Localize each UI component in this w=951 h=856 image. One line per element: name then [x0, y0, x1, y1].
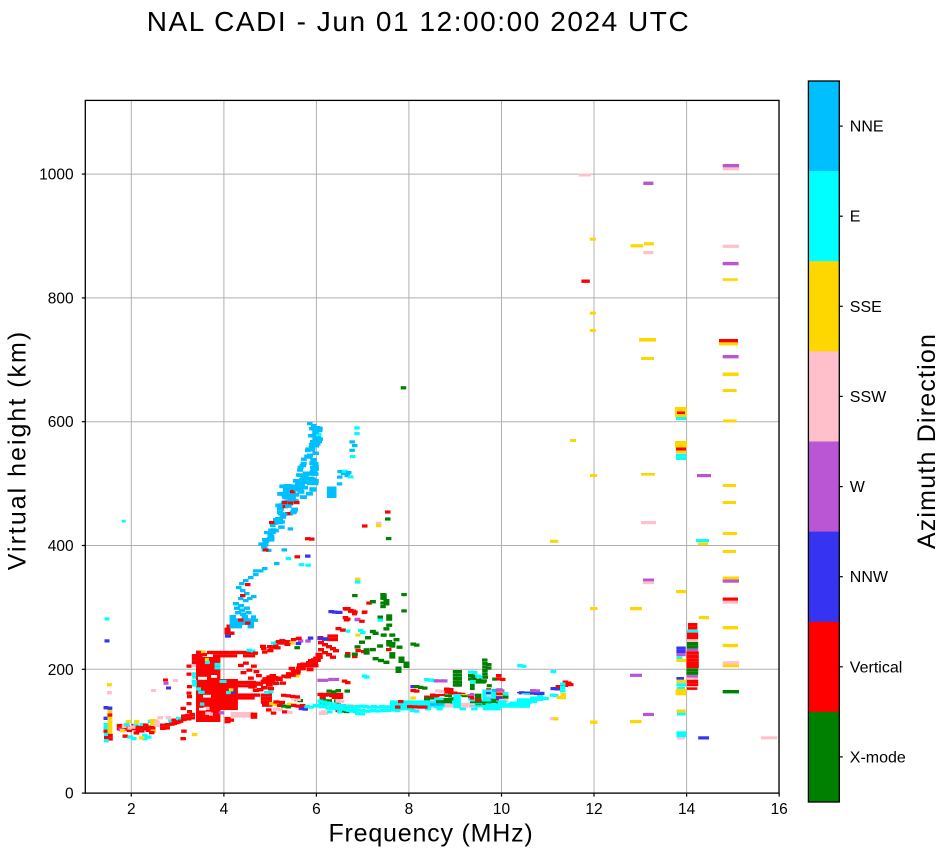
svg-text:14: 14: [678, 801, 696, 818]
svg-text:Vertical: Vertical: [850, 659, 902, 676]
svg-text:2: 2: [127, 801, 136, 818]
svg-text:6: 6: [312, 801, 321, 818]
svg-text:Virtual height (km): Virtual height (km): [4, 330, 32, 570]
svg-text:4: 4: [220, 801, 229, 818]
svg-text:W: W: [850, 479, 866, 496]
svg-text:NNE: NNE: [850, 119, 884, 136]
svg-text:SSE: SSE: [850, 299, 882, 316]
svg-text:E: E: [850, 209, 861, 226]
svg-text:600: 600: [48, 414, 74, 431]
svg-text:0: 0: [65, 786, 74, 803]
svg-text:12: 12: [585, 801, 602, 818]
svg-text:X-mode: X-mode: [850, 749, 906, 766]
svg-text:SSW: SSW: [850, 389, 887, 406]
svg-text:8: 8: [405, 801, 414, 818]
svg-text:16: 16: [771, 801, 788, 818]
svg-text:10: 10: [493, 801, 511, 818]
svg-text:1000: 1000: [39, 167, 74, 184]
svg-text:200: 200: [48, 662, 74, 679]
svg-text:400: 400: [48, 538, 74, 555]
svg-text:800: 800: [48, 290, 74, 307]
svg-text:Frequency (MHz): Frequency (MHz): [328, 820, 533, 848]
svg-text:NNW: NNW: [850, 569, 889, 586]
svg-text:NAL CADI - Jun 01 12:00:00 202: NAL CADI - Jun 01 12:00:00 2024 UTC: [147, 6, 690, 37]
svg-text:Azimuth Direction: Azimuth Direction: [913, 333, 941, 549]
